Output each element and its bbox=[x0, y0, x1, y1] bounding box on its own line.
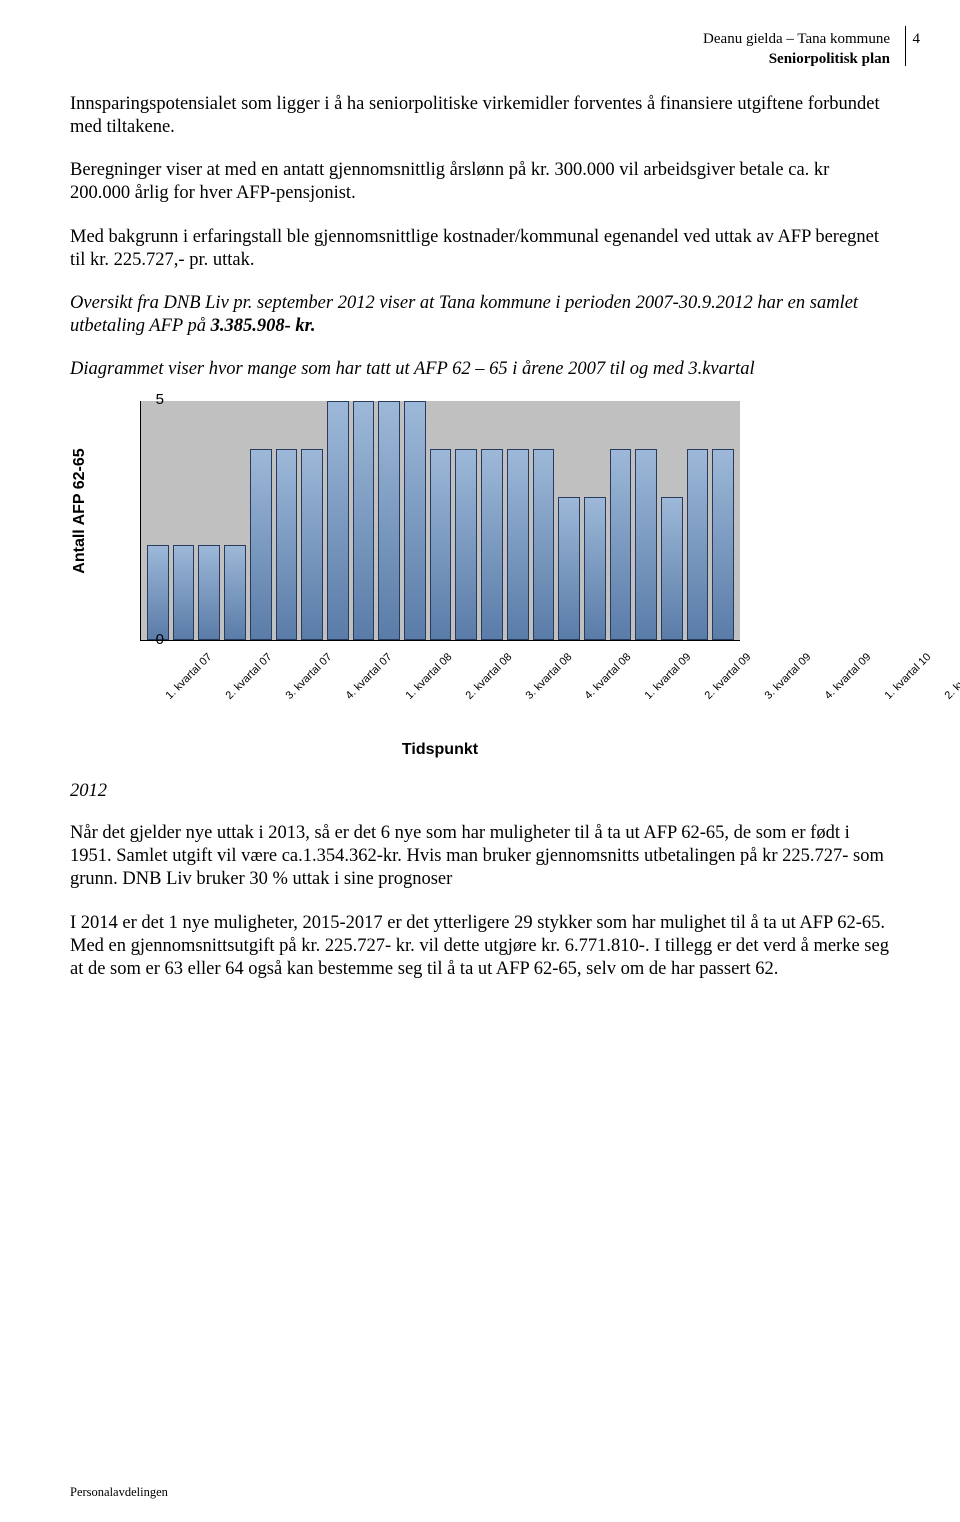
x-tick: 1. kvartal 08 bbox=[403, 651, 454, 702]
x-tick: 4. kvartal 09 bbox=[823, 651, 874, 702]
bar bbox=[635, 449, 657, 640]
bar bbox=[327, 401, 349, 640]
bar bbox=[224, 545, 246, 641]
x-tick: 1. kvartal 07 bbox=[164, 651, 215, 702]
chart-bars bbox=[141, 401, 740, 640]
x-tick: 1. kvartal 09 bbox=[643, 651, 694, 702]
bar bbox=[610, 449, 632, 640]
x-tick: 2. kvartal 07 bbox=[223, 651, 274, 702]
paragraph-5: Diagrammet viser hvor mange som har tatt… bbox=[70, 358, 890, 381]
x-tick: 2. kvartal 08 bbox=[463, 651, 514, 702]
x-tick: 1. kvartal 10 bbox=[883, 651, 934, 702]
paragraph-4a: Oversikt fra DNB Liv pr. september 2012 … bbox=[70, 293, 858, 336]
bar bbox=[712, 449, 734, 640]
bar bbox=[353, 401, 375, 640]
bar bbox=[301, 449, 323, 640]
x-tick: 3. kvartal 07 bbox=[283, 651, 334, 702]
chart-x-label: Tidspunkt bbox=[140, 741, 740, 759]
bar bbox=[173, 545, 195, 641]
bar bbox=[430, 449, 452, 640]
paragraph-4-amount: 3.385.908- kr. bbox=[211, 316, 316, 336]
header-divider bbox=[905, 26, 906, 66]
bar bbox=[455, 449, 477, 640]
page-header: 4 Deanu gielda – Tana kommune Seniorpoli… bbox=[70, 30, 890, 69]
bar bbox=[533, 449, 555, 640]
header-title: Seniorpolitisk plan bbox=[769, 51, 890, 67]
x-tick: 4. kvartal 08 bbox=[583, 651, 634, 702]
x-tick: 3. kvartal 09 bbox=[763, 651, 814, 702]
footer-text: Personalavdelingen bbox=[70, 1485, 168, 1500]
page-number: 4 bbox=[913, 30, 921, 50]
header-org: Deanu gielda – Tana kommune bbox=[703, 30, 890, 50]
chart-x-ticks: 1. kvartal 072. kvartal 073. kvartal 074… bbox=[140, 643, 740, 655]
x-tick: 2. kvartal 09 bbox=[703, 651, 754, 702]
bar bbox=[661, 497, 683, 640]
chart-y-label: Antall AFP 62-65 bbox=[71, 448, 89, 573]
paragraph-1: Innsparingspotensialet som ligger i å ha… bbox=[70, 93, 890, 139]
year-aside: 2012 bbox=[70, 781, 890, 802]
paragraph-2: Beregninger viser at med en antatt gjenn… bbox=[70, 159, 890, 205]
y-tick: 5 bbox=[134, 391, 164, 408]
x-tick: 2. kvartal 10 bbox=[943, 651, 960, 702]
afp-bar-chart: Antall AFP 62-65 05 1. kvartal 072. kvar… bbox=[70, 391, 770, 781]
paragraph-7: I 2014 er det 1 nye muligheter, 2015-201… bbox=[70, 912, 890, 981]
paragraph-3: Med bakgrunn i erfaringstall ble gjennom… bbox=[70, 226, 890, 272]
chart-plot-area bbox=[140, 401, 740, 641]
bar bbox=[378, 401, 400, 640]
paragraph-4: Oversikt fra DNB Liv pr. september 2012 … bbox=[70, 292, 890, 338]
bar bbox=[584, 497, 606, 640]
x-tick: 3. kvartal 08 bbox=[523, 651, 574, 702]
bar bbox=[250, 449, 272, 640]
bar bbox=[404, 401, 426, 640]
bar bbox=[481, 449, 503, 640]
bar bbox=[558, 497, 580, 640]
bar bbox=[507, 449, 529, 640]
x-tick: 4. kvartal 07 bbox=[343, 651, 394, 702]
bar bbox=[687, 449, 709, 640]
bar bbox=[198, 545, 220, 641]
bar bbox=[276, 449, 298, 640]
bar bbox=[147, 545, 169, 641]
paragraph-6: Når det gjelder nye uttak i 2013, så er … bbox=[70, 822, 890, 891]
